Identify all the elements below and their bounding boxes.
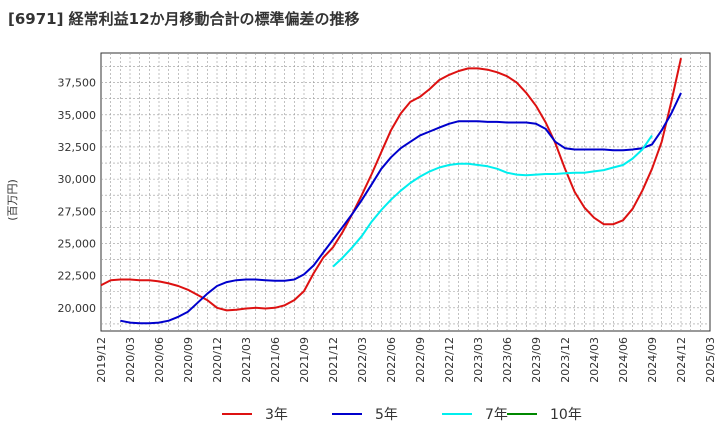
series-line-1 [120,92,682,325]
x-tick-label: 2020/12 [211,337,224,383]
x-tick-label: 2022/06 [385,337,398,383]
x-tick-label: 2022/12 [443,337,456,383]
grid-layer [101,53,710,331]
x-tick-label: 2021/03 [240,337,253,383]
x-tick-label: 2020/09 [182,337,195,383]
x-tick-label: 2022/09 [414,337,427,383]
y-tick-label: 32,500 [58,141,97,154]
y-tick-label: 25,000 [58,237,97,250]
x-tick-label: 2023/03 [472,337,485,383]
x-tick-label: 2024/03 [588,337,601,383]
y-tick-label: 30,000 [58,173,97,186]
x-tick-label: 2024/09 [646,337,659,383]
x-tick-label: 2021/06 [269,337,282,383]
legend-label-0: 3年 [265,407,288,423]
legend-label-2: 7年 [485,407,508,423]
y-tick-label: 35,000 [58,109,97,122]
x-tick-label: 2020/06 [153,337,166,383]
y-tick-label: 20,000 [58,302,97,315]
x-tick-label: 2021/12 [327,337,340,383]
y-tick-label: 22,500 [58,270,97,283]
series-line-2 [332,134,653,268]
series-line-0 [100,57,682,312]
x-tick-label: 2022/03 [356,337,369,383]
y-axis-label: (百万円) [6,179,19,221]
legend-label-1: 5年 [375,407,398,423]
x-tick-label: 2023/12 [559,337,572,383]
chart-title: [6971] 経常利益12か月移動合計の標準偏差の推移 [8,10,360,28]
y-tick-label: 37,500 [58,77,97,90]
x-tick-label: 2023/06 [501,337,514,383]
x-tick-label: 2023/09 [530,337,543,383]
legend: 3年 5年 7年 10年 [222,407,582,423]
x-tick-label: 2024/12 [675,337,688,383]
x-tick-label: 2019/12 [95,337,108,383]
x-tick-label: 2025/03 [704,337,717,383]
y-tick-label: 27,500 [58,205,97,218]
legend-label-3: 10年 [550,407,582,423]
axis-layer: 20,000 22,500 25,000 27,500 30,000 32,500 35,0… [58,77,718,383]
x-tick-label: 2021/09 [298,337,311,383]
plot-area [100,52,711,332]
x-tick-label: 2024/06 [617,337,630,383]
x-tick-label: 2020/03 [124,337,137,383]
series-layer [100,57,682,325]
